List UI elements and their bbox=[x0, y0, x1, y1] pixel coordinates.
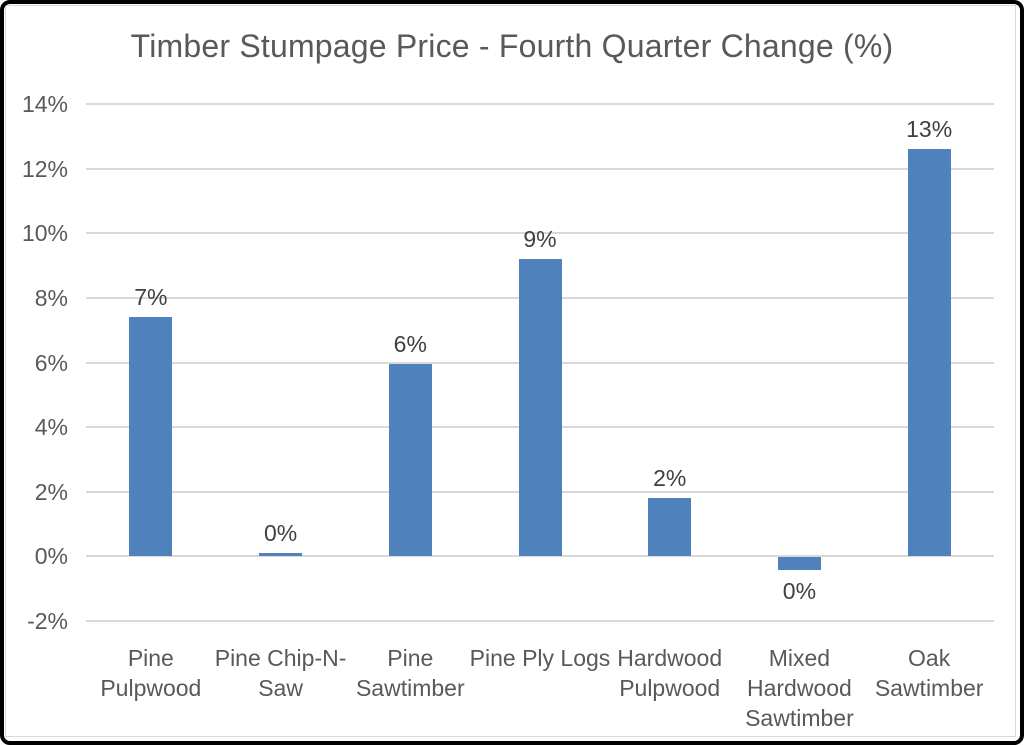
x-axis-category-label-pine-pulpwood: Pine Pulpwood bbox=[100, 645, 202, 701]
x-axis-category-label-mixed-hardwood-sawtimber: Mixed Hardwood Sawtimber bbox=[745, 645, 854, 731]
y-axis-tick-label: 4% bbox=[34, 414, 68, 441]
y-axis-tick-label: 14% bbox=[21, 91, 68, 117]
x-axis-category-label-hardwood-pulpwood: Hardwood Pulpwood bbox=[617, 645, 723, 701]
bar-pine-pulpwood bbox=[129, 317, 173, 557]
y-axis-tick-label: -2% bbox=[27, 608, 68, 634]
x-axis-category-label-pine-chip-n-saw: Pine Chip-N- Saw bbox=[214, 645, 347, 701]
y-axis-tick-label: 12% bbox=[21, 155, 68, 182]
bar-value-label-pine-chip-n-saw: 0% bbox=[263, 520, 298, 547]
gridline-0 bbox=[86, 555, 994, 558]
y-axis-tick-label: 6% bbox=[34, 349, 68, 376]
y-axis-tick-label: 2% bbox=[34, 478, 68, 505]
x-axis-category-label-oak-sawtimber: Oak Sawtimber bbox=[874, 645, 984, 701]
bar-value-label-oak-sawtimber: 13% bbox=[906, 116, 953, 143]
gridline--2 bbox=[86, 620, 994, 622]
bar-value-label-pine-ply-logs: 9% bbox=[523, 226, 557, 253]
bar-value-label-pine-sawtimber: 6% bbox=[393, 331, 427, 358]
bar-value-label-hardwood-pulpwood: 2% bbox=[653, 465, 687, 492]
chart-title: Timber Stumpage Price - Fourth Quarter C… bbox=[130, 28, 894, 64]
bar-pine-ply-logs bbox=[518, 259, 562, 557]
gridline-12 bbox=[86, 167, 994, 170]
y-axis-tick-label: 8% bbox=[34, 284, 68, 311]
y-axis-tick-label: 0% bbox=[34, 543, 68, 570]
x-axis-category-label-pine-ply-logs: Pine Ply Logs bbox=[469, 645, 611, 671]
gridline-14 bbox=[86, 103, 994, 105]
bar-pine-sawtimber bbox=[388, 364, 432, 557]
bar-oak-sawtimber bbox=[907, 149, 951, 557]
bar-pine-chip-n-saw bbox=[259, 553, 303, 557]
bar-value-label-pine-pulpwood: 7% bbox=[134, 284, 168, 311]
y-axis-tick-label: 10% bbox=[21, 220, 68, 247]
gridline-10 bbox=[86, 232, 994, 235]
bar-hardwood-pulpwood bbox=[648, 498, 692, 557]
bar-value-label-mixed-hardwood-sawtimber: 0% bbox=[782, 578, 817, 605]
x-axis-category-label-pine-sawtimber: Pine Sawtimber bbox=[355, 645, 465, 701]
bar-mixed-hardwood-sawtimber bbox=[777, 557, 821, 571]
